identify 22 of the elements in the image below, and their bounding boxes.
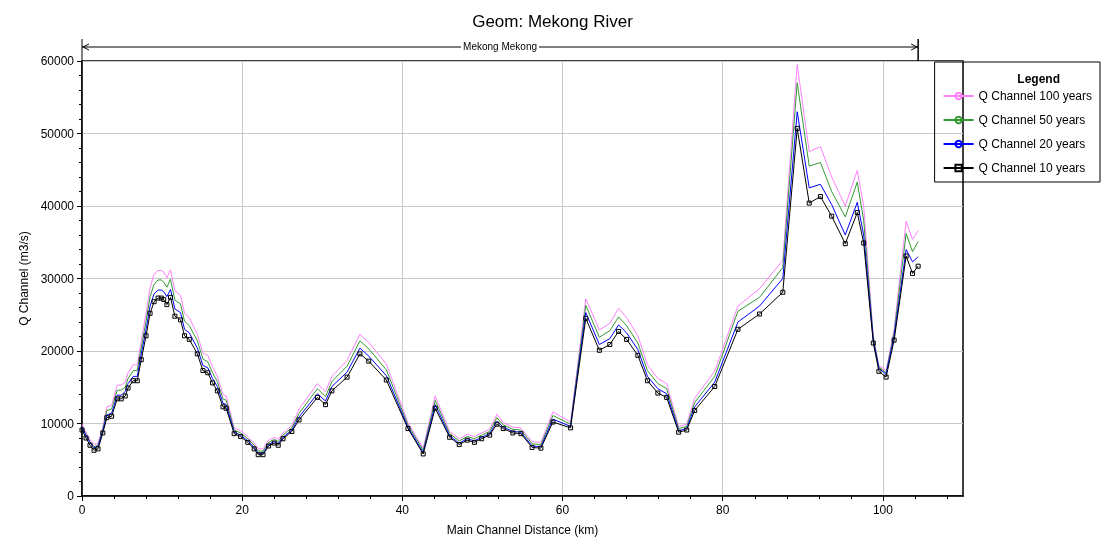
legend-label: Q Channel 10 years	[978, 161, 1086, 175]
x-tick-label: 20	[235, 503, 250, 517]
y-tick-label: 60000	[40, 54, 75, 68]
legend-label: Q Channel 100 years	[978, 89, 1092, 103]
y-tick-label: 30000	[40, 271, 75, 286]
x-tick-label: 100	[872, 503, 894, 517]
y-tick-label: 0	[67, 489, 75, 503]
x-tick-label: 40	[395, 503, 410, 517]
y-tick-label: 50000	[40, 126, 75, 141]
legend-label: Q Channel 20 years	[978, 137, 1086, 151]
legend-title: Legend	[1017, 72, 1060, 86]
text: Mekong Mekong	[461, 41, 540, 52]
y-tick-label: 40000	[40, 199, 75, 213]
y-tick-label: 20000	[40, 344, 75, 358]
x-tick-label: 60	[555, 503, 570, 517]
chart-title: Geom: Mekong River	[472, 12, 634, 31]
x-tick-label: 0	[78, 503, 86, 517]
y-tick-label: 10000	[40, 416, 75, 431]
x-axis-title: Main Channel Distance (km)	[446, 523, 599, 537]
y-axis-title: Q Channel (m3/s)	[16, 231, 31, 326]
legend-label: Q Channel 50 years	[978, 113, 1086, 127]
x-tick-label: 80	[716, 503, 730, 517]
